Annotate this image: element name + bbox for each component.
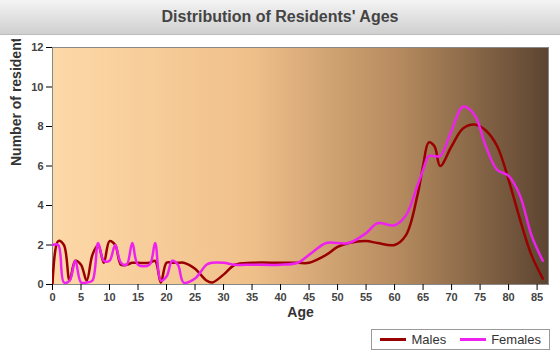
svg-text:80: 80 bbox=[502, 291, 514, 303]
svg-text:75: 75 bbox=[474, 291, 486, 303]
svg-text:45: 45 bbox=[303, 291, 315, 303]
svg-text:35: 35 bbox=[246, 291, 258, 303]
svg-text:10: 10 bbox=[31, 81, 43, 93]
svg-text:0: 0 bbox=[49, 291, 55, 303]
svg-text:4: 4 bbox=[37, 199, 44, 211]
svg-text:2: 2 bbox=[37, 239, 43, 251]
svg-text:Number of residents: Number of residents bbox=[8, 39, 24, 166]
svg-text:10: 10 bbox=[103, 291, 115, 303]
svg-text:25: 25 bbox=[189, 291, 201, 303]
svg-text:5: 5 bbox=[78, 291, 84, 303]
svg-text:20: 20 bbox=[160, 291, 172, 303]
html-text:Males: Males bbox=[411, 331, 447, 347]
svg-text:40: 40 bbox=[274, 291, 286, 303]
svg-text:6: 6 bbox=[37, 160, 43, 172]
svg-text:60: 60 bbox=[388, 291, 400, 303]
svg-text:70: 70 bbox=[445, 291, 457, 303]
svg-text:50: 50 bbox=[331, 291, 343, 303]
svg-text:15: 15 bbox=[132, 291, 144, 303]
html-text:Females: Females bbox=[491, 331, 541, 347]
svg-text:30: 30 bbox=[217, 291, 229, 303]
html-text:Distribution of Residents' Age: Distribution of Residents' Ages bbox=[161, 8, 399, 25]
svg-text:0: 0 bbox=[37, 278, 43, 290]
svg-text:Age: Age bbox=[287, 304, 314, 320]
svg-text:8: 8 bbox=[37, 120, 43, 132]
svg-text:85: 85 bbox=[531, 291, 543, 303]
svg-text:55: 55 bbox=[360, 291, 372, 303]
svg-text:65: 65 bbox=[417, 291, 429, 303]
svg-text:12: 12 bbox=[31, 41, 43, 53]
